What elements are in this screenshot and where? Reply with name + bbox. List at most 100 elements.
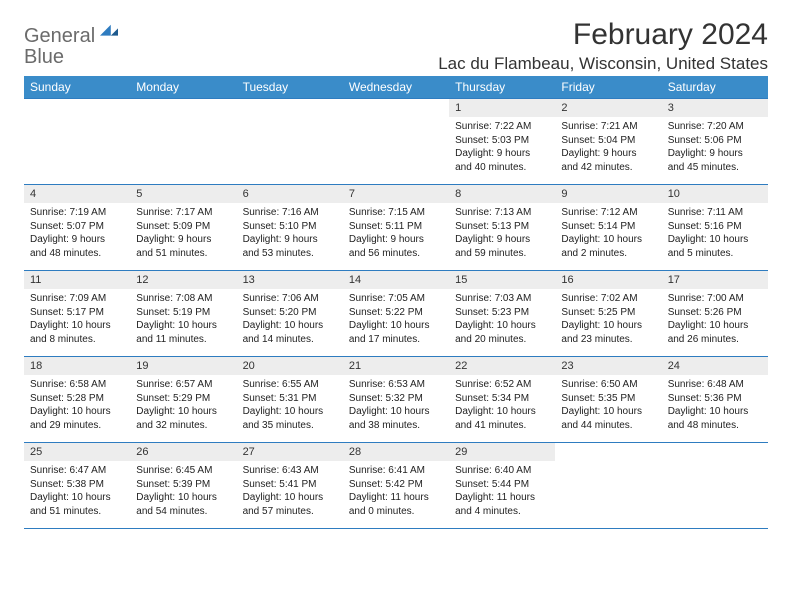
calendar-day-cell: 22Sunrise: 6:52 AMSunset: 5:34 PMDayligh… <box>449 357 555 443</box>
weekday-header: Tuesday <box>237 76 343 99</box>
calendar-week-row: 4 Sunrise: 7:19 AMSunset: 5:07 PM Daylight… <box>24 185 768 271</box>
calendar-day-cell: 6Sunrise: 7:16 AMSunset: 5:10 PMDaylight… <box>237 185 343 271</box>
calendar-day-cell: 7Sunrise: 7:15 AMSunset: 5:11 PMDaylight… <box>343 185 449 271</box>
calendar-table: Sunday Monday Tuesday Wednesday Thursday… <box>24 76 768 529</box>
day-number: 3 <box>662 99 768 117</box>
daylight-line2: and 4 minutes. <box>455 505 549 519</box>
sunset-label: Sunset: 5:07 PM <box>30 220 124 234</box>
daylight-line2: and 29 minutes. <box>30 419 124 433</box>
calendar-day-cell: 3Sunrise: 7:20 AMSunset: 5:06 PMDaylight… <box>662 99 768 185</box>
daylight-line2: and 38 minutes. <box>349 419 443 433</box>
daylight-line2: and 20 minutes. <box>455 333 549 347</box>
sunrise-label: Sunrise: 7:05 AM <box>349 292 443 306</box>
daylight-line2: and 8 minutes. <box>30 333 124 347</box>
sunrise-label: Sunrise: 6:45 AM <box>136 464 230 478</box>
day-number: 19 <box>130 357 236 375</box>
sunset-label: Sunset: 5:23 PM <box>455 306 549 320</box>
day-number: 1 <box>449 99 555 117</box>
sunrise-label: Sunrise: 7:19 AM <box>30 206 124 220</box>
sunrise-label: Sunrise: 6:41 AM <box>349 464 443 478</box>
day-number: 11 <box>24 271 130 289</box>
day-number: 27 <box>237 443 343 461</box>
day-details: Sunrise: 7:21 AMSunset: 5:04 PMDaylight:… <box>555 117 661 184</box>
calendar-day-cell: 4Sunrise: 7:19 AMSunset: 5:07 PMDaylight… <box>24 185 130 271</box>
day-details: Sunrise: 6:41 AMSunset: 5:42 PMDaylight:… <box>343 461 449 528</box>
daylight-line2: and 59 minutes. <box>455 247 549 261</box>
calendar-week-row: 18Sunrise: 6:58 AMSunset: 5:28 PMDayligh… <box>24 357 768 443</box>
sunrise-label: Sunrise: 6:43 AM <box>243 464 337 478</box>
sunrise-label: Sunrise: 6:52 AM <box>455 378 549 392</box>
sunset-label: Sunset: 5:28 PM <box>30 392 124 406</box>
daylight-line1: Daylight: 10 hours <box>30 319 124 333</box>
calendar-day-cell <box>130 99 236 185</box>
daylight-line1: Daylight: 10 hours <box>136 319 230 333</box>
day-details: Sunrise: 7:11 AMSunset: 5:16 PMDaylight:… <box>662 203 768 270</box>
daylight-line1: Daylight: 10 hours <box>30 405 124 419</box>
sunset-label: Sunset: 5:11 PM <box>349 220 443 234</box>
daylight-line2: and 48 minutes. <box>668 419 762 433</box>
calendar-day-cell <box>237 99 343 185</box>
sunrise-label: Sunrise: 7:15 AM <box>349 206 443 220</box>
calendar-day-cell: 5Sunrise: 7:17 AMSunset: 5:09 PMDaylight… <box>130 185 236 271</box>
day-number: 7 <box>343 185 449 203</box>
calendar-day-cell: 17Sunrise: 7:00 AMSunset: 5:26 PMDayligh… <box>662 271 768 357</box>
daylight-line1: Daylight: 11 hours <box>349 491 443 505</box>
sunset-label: Sunset: 5:22 PM <box>349 306 443 320</box>
calendar-day-cell <box>24 99 130 185</box>
day-details: Sunrise: 6:45 AMSunset: 5:39 PMDaylight:… <box>130 461 236 528</box>
day-number: 29 <box>449 443 555 461</box>
daylight-line2: and 5 minutes. <box>668 247 762 261</box>
day-number: 28 <box>343 443 449 461</box>
brand-logo: General Blue <box>24 18 118 68</box>
day-number: 9 <box>555 185 661 203</box>
day-details: Sunrise: 7:08 AMSunset: 5:19 PMDaylight:… <box>130 289 236 356</box>
sunset-label: Sunset: 5:38 PM <box>30 478 124 492</box>
sunrise-label: Sunrise: 7:06 AM <box>243 292 337 306</box>
daylight-line2: and 2 minutes. <box>561 247 655 261</box>
daylight-line2: and 56 minutes. <box>349 247 443 261</box>
calendar-day-cell: 12Sunrise: 7:08 AMSunset: 5:19 PMDayligh… <box>130 271 236 357</box>
day-number: 6 <box>237 185 343 203</box>
daylight-line2: and 11 minutes. <box>136 333 230 347</box>
calendar-day-cell: 18Sunrise: 6:58 AMSunset: 5:28 PMDayligh… <box>24 357 130 443</box>
sunrise-label: Sunrise: 7:11 AM <box>668 206 762 220</box>
daylight-line1: Daylight: 9 hours <box>455 233 549 247</box>
daylight-line2: and 23 minutes. <box>561 333 655 347</box>
calendar-week-row: 11Sunrise: 7:09 AMSunset: 5:17 PMDayligh… <box>24 271 768 357</box>
page-header: General Blue February 2024 Lac du Flambe… <box>24 18 768 74</box>
sunrise-label: Sunrise: 7:02 AM <box>561 292 655 306</box>
day-number: 2 <box>555 99 661 117</box>
daylight-line2: and 32 minutes. <box>136 419 230 433</box>
sunrise-label: Sunrise: 7:22 AM <box>455 120 549 134</box>
weekday-header: Monday <box>130 76 236 99</box>
day-number: 14 <box>343 271 449 289</box>
calendar-day-cell: 8Sunrise: 7:13 AMSunset: 5:13 PMDaylight… <box>449 185 555 271</box>
day-number: 8 <box>449 185 555 203</box>
day-details: Sunrise: 7:20 AMSunset: 5:06 PMDaylight:… <box>662 117 768 184</box>
weekday-header: Friday <box>555 76 661 99</box>
sunset-label: Sunset: 5:39 PM <box>136 478 230 492</box>
daylight-line2: and 14 minutes. <box>243 333 337 347</box>
sunset-label: Sunset: 5:42 PM <box>349 478 443 492</box>
daylight-line2: and 17 minutes. <box>349 333 443 347</box>
daylight-line1: Daylight: 9 hours <box>243 233 337 247</box>
daylight-line1: Daylight: 11 hours <box>455 491 549 505</box>
day-details: Sunrise: 7:15 AMSunset: 5:11 PMDaylight:… <box>343 203 449 270</box>
calendar-day-cell: 28Sunrise: 6:41 AMSunset: 5:42 PMDayligh… <box>343 443 449 529</box>
daylight-line1: Daylight: 10 hours <box>349 405 443 419</box>
sunrise-label: Sunrise: 6:53 AM <box>349 378 443 392</box>
sunrise-label: Sunrise: 7:08 AM <box>136 292 230 306</box>
sunrise-label: Sunrise: 6:55 AM <box>243 378 337 392</box>
sunrise-label: Sunrise: 7:13 AM <box>455 206 549 220</box>
daylight-line2: and 42 minutes. <box>561 161 655 175</box>
daylight-line1: Daylight: 10 hours <box>349 319 443 333</box>
calendar-day-cell: 10Sunrise: 7:11 AMSunset: 5:16 PMDayligh… <box>662 185 768 271</box>
daylight-line1: Daylight: 10 hours <box>243 491 337 505</box>
calendar-day-cell <box>343 99 449 185</box>
calendar-day-cell: 15Sunrise: 7:03 AMSunset: 5:23 PMDayligh… <box>449 271 555 357</box>
daylight-line1: Daylight: 9 hours <box>668 147 762 161</box>
sunrise-label: Sunrise: 7:21 AM <box>561 120 655 134</box>
day-number: 4 <box>24 185 130 203</box>
daylight-line1: Daylight: 10 hours <box>668 233 762 247</box>
calendar-week-row: 25Sunrise: 6:47 AMSunset: 5:38 PMDayligh… <box>24 443 768 529</box>
